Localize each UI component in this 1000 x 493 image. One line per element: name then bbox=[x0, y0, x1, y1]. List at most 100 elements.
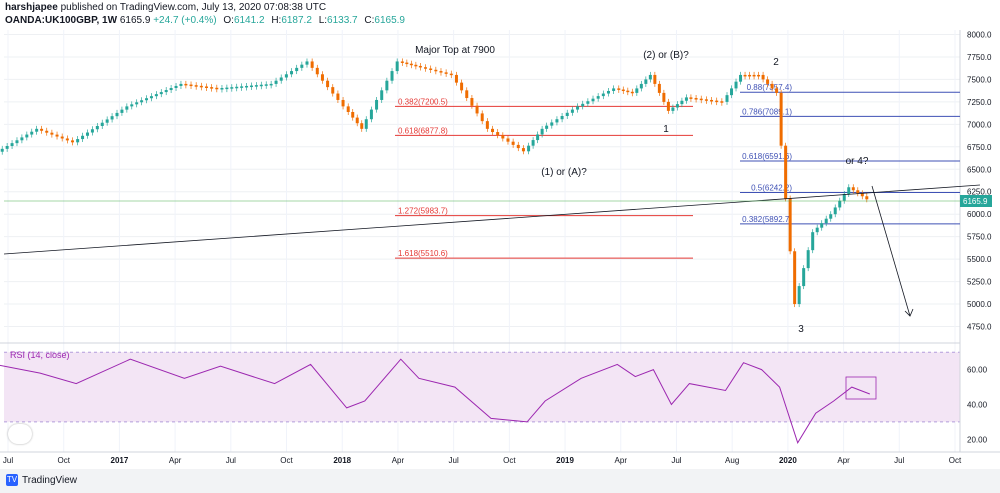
candle-body bbox=[444, 72, 448, 74]
candle-body bbox=[752, 74, 756, 77]
time-tick-label: Apr bbox=[169, 456, 182, 465]
candle-body bbox=[449, 73, 453, 76]
candle-body bbox=[95, 125, 99, 130]
symbol-label: OANDA:UK100GBP, 1W bbox=[5, 15, 118, 26]
candle-body bbox=[555, 119, 559, 123]
candle-body bbox=[838, 200, 842, 208]
candle-body bbox=[739, 74, 743, 82]
candle-body bbox=[699, 98, 703, 101]
tradingview-logo[interactable]: TV TradingView bbox=[6, 474, 77, 486]
candle-body bbox=[531, 140, 535, 146]
candle-body bbox=[30, 131, 34, 135]
candle-body bbox=[364, 119, 368, 129]
price-tick-label: 7750.0 bbox=[967, 53, 992, 62]
candle-body bbox=[60, 136, 64, 139]
high-label: H: bbox=[271, 15, 282, 26]
candle-body bbox=[20, 137, 24, 141]
candle-body bbox=[689, 97, 693, 99]
candle-body bbox=[653, 74, 657, 84]
rsi-tick-label: 60.00 bbox=[967, 366, 988, 375]
time-tick-label: Oct bbox=[949, 456, 962, 465]
candle-body bbox=[55, 134, 59, 137]
candle-body bbox=[300, 64, 304, 68]
price-tick-label: 5500.0 bbox=[967, 255, 992, 264]
candle-body bbox=[259, 84, 263, 87]
publish-info: harshjapee published on TradingView.com,… bbox=[5, 2, 326, 13]
candle-body bbox=[648, 74, 652, 80]
candle-body bbox=[341, 99, 345, 107]
wave-annotation: (2) or (B)? bbox=[643, 50, 689, 61]
time-tick-label: Oct bbox=[280, 456, 293, 465]
price-tick-label: 5250.0 bbox=[967, 278, 992, 287]
candle-body bbox=[5, 145, 9, 149]
candle-body bbox=[480, 113, 484, 122]
forecast-arrow-head bbox=[904, 308, 914, 317]
candle-body bbox=[315, 67, 319, 75]
open-label: O: bbox=[223, 15, 234, 26]
candle-body bbox=[644, 79, 648, 84]
wave-annotation: 2 bbox=[773, 57, 779, 68]
time-tick-label: 2017 bbox=[111, 456, 129, 465]
candle-body bbox=[601, 93, 605, 97]
candle-body bbox=[475, 105, 479, 114]
candle-body bbox=[439, 71, 443, 73]
candle-body bbox=[110, 116, 114, 120]
candle-body bbox=[204, 86, 208, 88]
candle-body bbox=[617, 88, 621, 90]
candle-body bbox=[671, 107, 675, 111]
candle-body bbox=[811, 232, 815, 251]
candle-body bbox=[269, 83, 273, 86]
brand-label: TradingView bbox=[22, 474, 78, 486]
candle-body bbox=[240, 86, 244, 88]
price-tick-label: 5750.0 bbox=[967, 233, 992, 242]
fib-label-blue: 0.786(7089.1) bbox=[742, 107, 792, 116]
candle-body bbox=[710, 99, 714, 102]
candle-body bbox=[521, 148, 525, 152]
candle-body bbox=[135, 102, 139, 105]
time-tick-label: Jul bbox=[3, 456, 13, 465]
candle-body bbox=[400, 61, 404, 63]
candle-body bbox=[249, 85, 253, 88]
wave-annotation: or 4? bbox=[846, 156, 869, 167]
rsi-series bbox=[0, 358, 870, 444]
candle-body bbox=[360, 123, 364, 129]
candle-body bbox=[145, 98, 149, 101]
candle-body bbox=[485, 121, 489, 129]
candle-body bbox=[76, 139, 80, 143]
candle-body bbox=[245, 85, 249, 88]
candle-body bbox=[540, 128, 544, 135]
candle-body bbox=[815, 227, 819, 233]
candle-body bbox=[715, 100, 719, 103]
candle-body bbox=[235, 86, 239, 89]
candle-body bbox=[385, 80, 389, 91]
candle-body bbox=[434, 69, 438, 72]
candle-body bbox=[10, 143, 14, 146]
candle-body bbox=[100, 122, 104, 126]
open-value: 6141.2 bbox=[233, 15, 265, 26]
chart-badge[interactable] bbox=[8, 424, 32, 444]
rsi-title: RSI (14, close) bbox=[10, 350, 70, 360]
candle-body bbox=[536, 134, 540, 141]
candle-body bbox=[154, 94, 158, 97]
candle-body bbox=[351, 111, 355, 118]
candle-body bbox=[793, 251, 797, 305]
candle-body bbox=[140, 100, 144, 103]
candle-body bbox=[169, 87, 173, 91]
candle-body bbox=[65, 138, 69, 141]
candle-body bbox=[375, 99, 379, 110]
candle-body bbox=[720, 101, 724, 103]
candle-body bbox=[414, 64, 418, 67]
price-axis: 8000.0 7750.0 7500.0 7250.0 7000.0 6750.0 6500… bbox=[959, 30, 992, 452]
candle-body bbox=[586, 101, 590, 104]
candle-body bbox=[149, 96, 153, 99]
time-tick-label: 2018 bbox=[333, 456, 351, 465]
trend-line bbox=[3, 184, 981, 255]
candle-body bbox=[326, 80, 330, 88]
candle-body bbox=[770, 83, 774, 89]
candle-body bbox=[820, 223, 824, 228]
rsi-highlight-box bbox=[845, 376, 877, 400]
candle-body bbox=[81, 135, 85, 140]
candle-body bbox=[606, 90, 610, 94]
candle-body bbox=[626, 90, 630, 93]
